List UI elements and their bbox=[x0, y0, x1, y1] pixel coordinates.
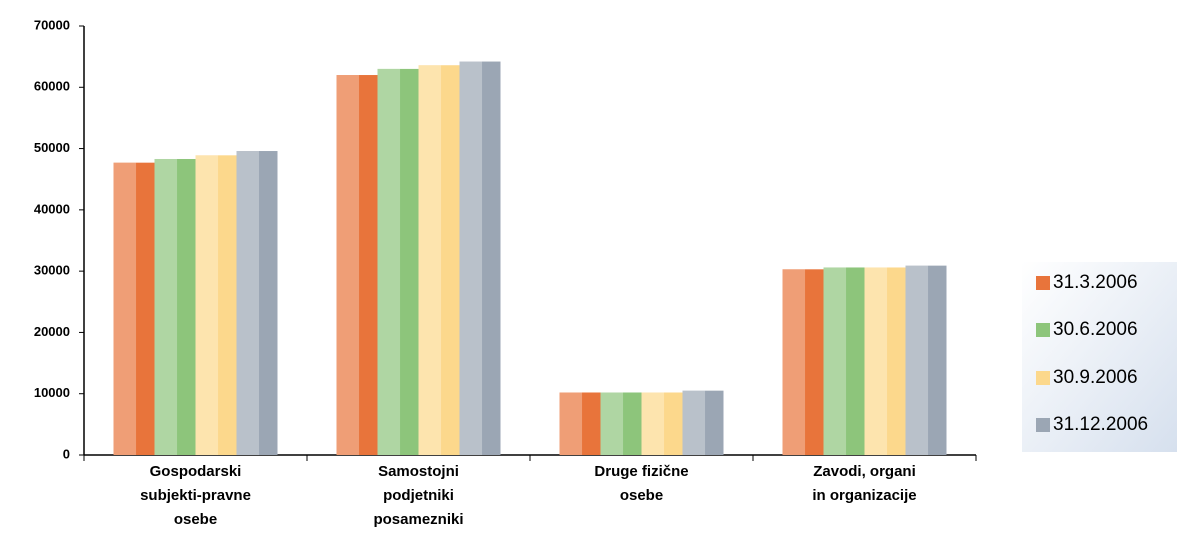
bar-shade bbox=[864, 267, 888, 455]
bar-shade bbox=[418, 65, 442, 456]
bar-shade bbox=[823, 267, 847, 455]
bar-shade bbox=[459, 61, 483, 455]
legend-swatch bbox=[1036, 418, 1050, 432]
y-tick-label: 40000 bbox=[34, 201, 70, 216]
x-tick-label: osebe bbox=[620, 487, 663, 504]
legend-label: 30.6.2006 bbox=[1053, 319, 1138, 340]
bar bbox=[113, 162, 155, 455]
bar bbox=[641, 392, 683, 455]
bar bbox=[195, 155, 237, 455]
bar-shade bbox=[377, 68, 401, 456]
bar bbox=[236, 151, 278, 455]
x-tick-label: subjekti-pravne bbox=[140, 487, 251, 504]
bar bbox=[782, 269, 824, 455]
bar-shade bbox=[782, 269, 806, 455]
bar bbox=[154, 158, 196, 456]
y-tick-label: 50000 bbox=[34, 140, 70, 155]
y-tick-label: 20000 bbox=[34, 324, 70, 339]
bar bbox=[559, 392, 601, 455]
bar-shade bbox=[682, 390, 706, 455]
bar-shade bbox=[559, 392, 583, 455]
y-tick-label: 0 bbox=[63, 446, 70, 461]
y-tick-label: 10000 bbox=[34, 385, 70, 400]
bar-shade bbox=[113, 162, 137, 455]
bar-shade bbox=[154, 158, 178, 456]
bar bbox=[823, 267, 865, 455]
bar bbox=[682, 390, 724, 455]
x-tick-label: Gospodarski bbox=[150, 463, 242, 480]
bar bbox=[905, 265, 947, 455]
y-tick-label: 70000 bbox=[34, 17, 70, 32]
legend-label: 30.9.2006 bbox=[1053, 367, 1138, 388]
bar-shade bbox=[336, 75, 360, 456]
x-tick-label: Druge fizične bbox=[594, 463, 688, 480]
bar bbox=[459, 61, 501, 455]
legend-swatch bbox=[1036, 276, 1050, 290]
y-tick-label: 30000 bbox=[34, 263, 70, 278]
x-tick-label: Zavodi, organi bbox=[813, 463, 916, 480]
bar-shade bbox=[600, 392, 624, 455]
y-tick-label: 60000 bbox=[34, 79, 70, 94]
legend-swatch bbox=[1036, 371, 1050, 385]
legend-label: 31.12.2006 bbox=[1053, 414, 1148, 435]
bar-shade bbox=[236, 151, 260, 455]
bar bbox=[336, 75, 378, 456]
x-tick-label: in organizacije bbox=[812, 487, 916, 504]
legend-swatch bbox=[1036, 323, 1050, 337]
bar-shade bbox=[195, 155, 219, 455]
bar bbox=[600, 392, 642, 455]
bar-shade bbox=[905, 265, 929, 455]
x-tick-label: osebe bbox=[174, 511, 217, 528]
x-tick-label: Samostojni bbox=[378, 463, 459, 480]
bar-shade bbox=[641, 392, 665, 455]
x-tick-label: podjetniki bbox=[383, 487, 454, 504]
legend-label: 31.3.2006 bbox=[1053, 272, 1138, 293]
x-tick-label: posamezniki bbox=[373, 511, 463, 528]
bar bbox=[864, 267, 906, 455]
bar bbox=[377, 68, 419, 456]
bar bbox=[418, 65, 460, 456]
